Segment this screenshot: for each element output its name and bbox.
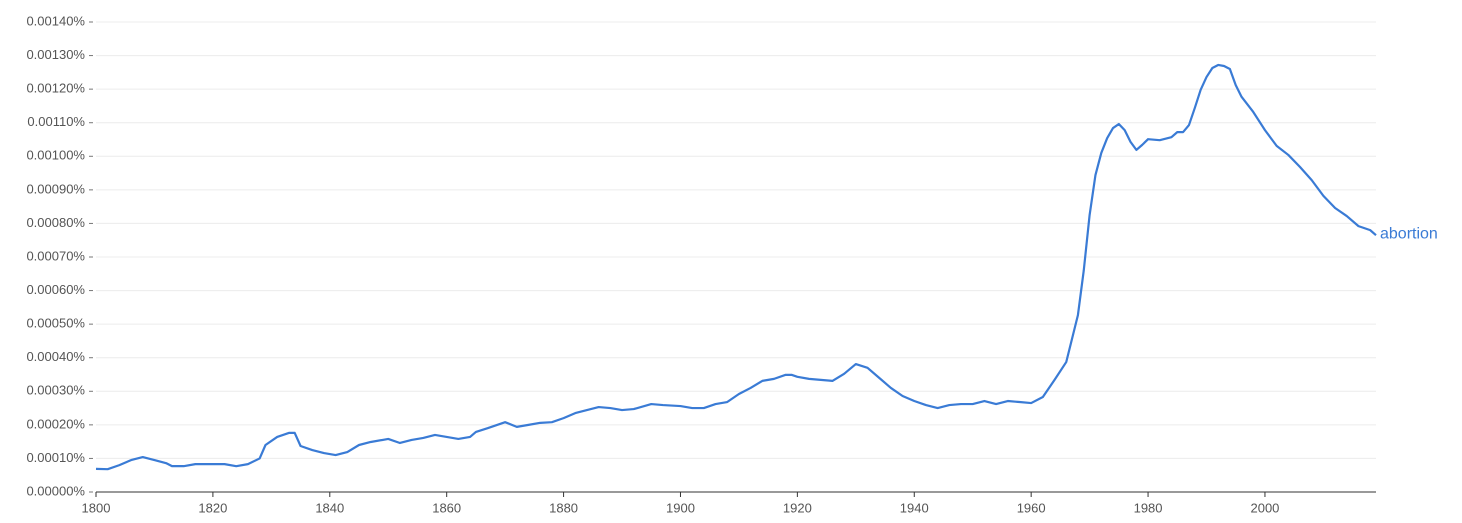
x-tick-label: 2000	[1250, 500, 1279, 515]
series-line	[95, 63, 1377, 471]
y-tick-label: 0.00020%	[26, 416, 85, 431]
x-tick-label: 1980	[1134, 500, 1163, 515]
y-tick-label: 0.00140%	[26, 13, 85, 28]
y-tick-label: 0.00050%	[26, 316, 85, 331]
y-tick-label: 0.00000%	[26, 483, 85, 498]
y-tick-label: 0.00030%	[26, 383, 85, 398]
y-tick-label: 0.00040%	[26, 349, 85, 364]
y-tick-label: 0.00110%	[27, 114, 85, 129]
y-tick-label: 0.00100%	[26, 148, 85, 163]
x-tick-label: 1800	[82, 500, 111, 515]
y-tick-label: 0.00080%	[26, 215, 85, 230]
y-tick-label: 0.00120%	[26, 81, 85, 96]
x-tick-label: 1960	[1017, 500, 1046, 515]
y-tick-label: 0.00010%	[26, 450, 85, 465]
series-label: abortion	[1380, 225, 1438, 242]
x-tick-label: 1840	[315, 500, 344, 515]
y-tick-label: 0.00060%	[26, 282, 85, 297]
x-tick-label: 1860	[432, 500, 461, 515]
y-tick-label: 0.00070%	[26, 248, 85, 263]
x-tick-label: 1820	[198, 500, 227, 515]
y-tick-label: 0.00090%	[26, 181, 85, 196]
x-tick-label: 1880	[549, 500, 578, 515]
x-tick-label: 1940	[900, 500, 929, 515]
y-tick-label: 0.00130%	[26, 47, 85, 62]
x-tick-label: 1920	[783, 500, 812, 515]
x-tick-label: 1900	[666, 500, 695, 515]
